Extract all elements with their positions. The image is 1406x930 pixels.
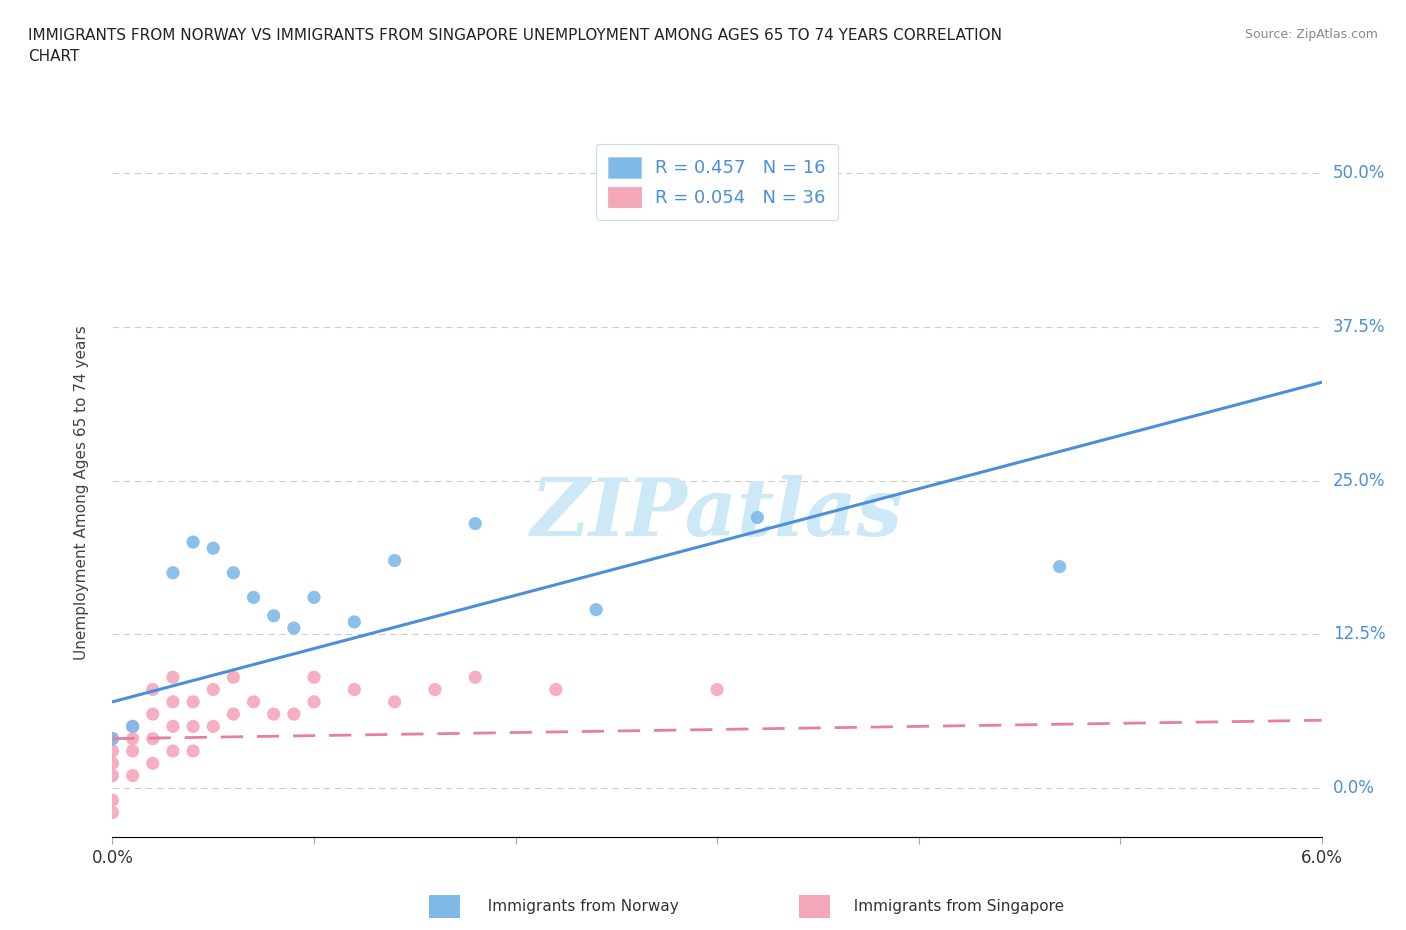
Y-axis label: Unemployment Among Ages 65 to 74 years: Unemployment Among Ages 65 to 74 years <box>75 326 89 660</box>
Point <box>142 756 165 771</box>
Point <box>101 805 124 820</box>
Legend: R = 0.457   N = 16, R = 0.054   N = 36: R = 0.457 N = 16, R = 0.054 N = 36 <box>596 144 838 220</box>
Point <box>706 682 728 697</box>
Text: 50.0%: 50.0% <box>1333 165 1385 182</box>
Point <box>544 682 567 697</box>
Point <box>302 670 325 684</box>
Point <box>202 540 225 555</box>
Point <box>263 608 285 623</box>
Point <box>384 553 406 568</box>
Text: 12.5%: 12.5% <box>1333 625 1385 644</box>
Point <box>464 670 486 684</box>
Point <box>121 744 143 759</box>
Point <box>423 682 446 697</box>
Point <box>242 695 264 710</box>
Point <box>121 768 143 783</box>
Point <box>181 719 204 734</box>
Point <box>101 731 124 746</box>
Text: Source: ZipAtlas.com: Source: ZipAtlas.com <box>1244 28 1378 41</box>
Point <box>162 565 184 580</box>
Point <box>283 620 305 635</box>
Text: ZIPatlas: ZIPatlas <box>531 475 903 552</box>
Point <box>142 731 165 746</box>
Point <box>302 695 325 710</box>
Point <box>142 682 165 697</box>
Point <box>181 695 204 710</box>
Point <box>222 670 245 684</box>
Point <box>202 719 225 734</box>
Point <box>222 707 245 722</box>
Point <box>343 682 366 697</box>
Point <box>121 731 143 746</box>
Point <box>101 792 124 807</box>
Point <box>162 719 184 734</box>
Point <box>464 516 486 531</box>
Point <box>1049 559 1071 574</box>
Point <box>101 731 124 746</box>
Point <box>142 707 165 722</box>
Point <box>181 744 204 759</box>
Point <box>283 707 305 722</box>
Point <box>585 603 607 618</box>
Text: 25.0%: 25.0% <box>1333 472 1385 489</box>
Text: IMMIGRANTS FROM NORWAY VS IMMIGRANTS FROM SINGAPORE UNEMPLOYMENT AMONG AGES 65 T: IMMIGRANTS FROM NORWAY VS IMMIGRANTS FRO… <box>28 28 1002 64</box>
Point <box>222 565 245 580</box>
Point <box>302 590 325 604</box>
Point <box>101 744 124 759</box>
Point <box>101 768 124 783</box>
Point <box>181 535 204 550</box>
Point <box>747 510 769 525</box>
Point <box>162 744 184 759</box>
Point <box>101 756 124 771</box>
Text: Immigrants from Singapore: Immigrants from Singapore <box>844 899 1064 914</box>
Text: 0.0%: 0.0% <box>1333 778 1375 797</box>
Point <box>121 719 143 734</box>
Point <box>121 719 143 734</box>
Point <box>263 707 285 722</box>
Point <box>162 670 184 684</box>
Point <box>343 615 366 630</box>
Point <box>242 590 264 604</box>
Text: Immigrants from Norway: Immigrants from Norway <box>478 899 679 914</box>
Point <box>162 695 184 710</box>
Point <box>384 695 406 710</box>
Text: 37.5%: 37.5% <box>1333 318 1385 336</box>
Point <box>202 682 225 697</box>
